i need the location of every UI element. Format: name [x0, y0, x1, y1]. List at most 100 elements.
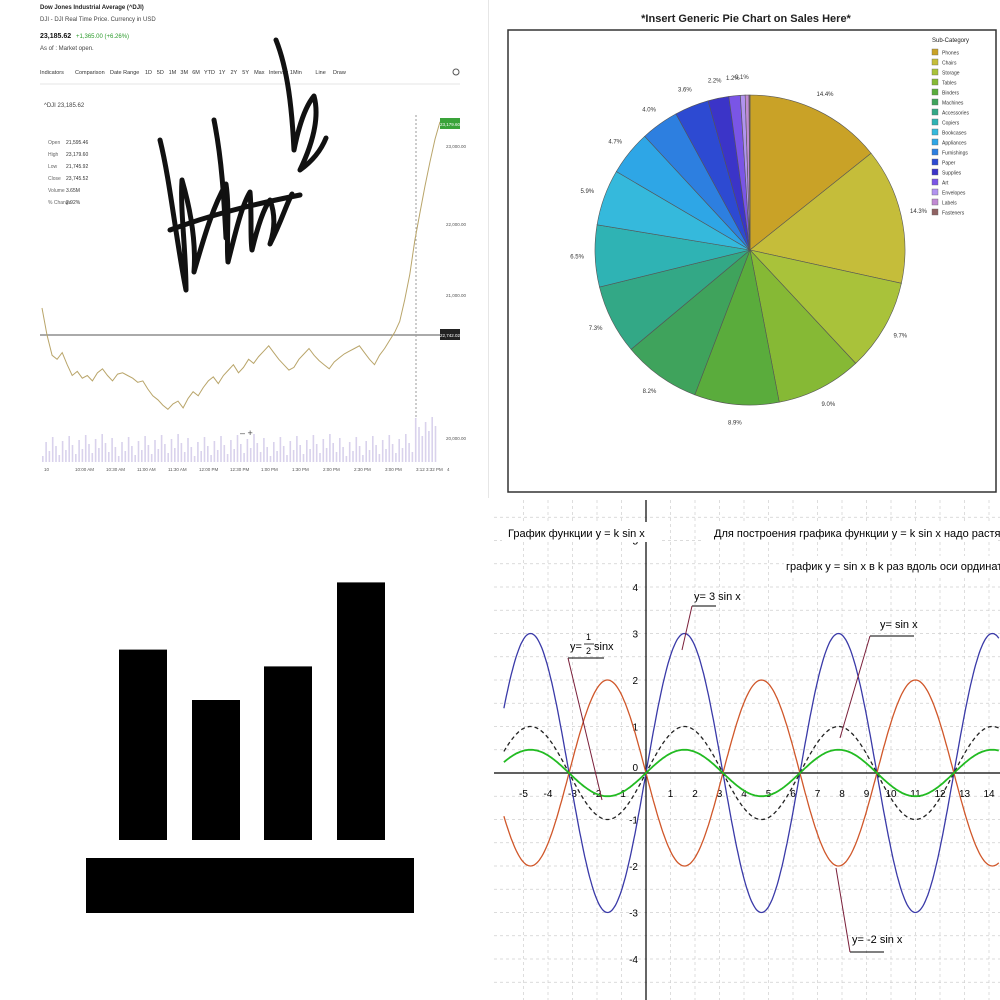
x-tick-label: -4: [544, 789, 553, 800]
volume-bar: [200, 451, 202, 462]
toolbar-item[interactable]: YTD: [204, 70, 215, 76]
x-tick-label: 10:00 AM: [75, 467, 94, 472]
toolbar-item[interactable]: Draw: [333, 70, 346, 76]
x-tick-label: 8: [839, 789, 845, 800]
volume-bar: [276, 451, 278, 462]
toolbar-item[interactable]: Comparison: [75, 70, 105, 76]
settings-icon[interactable]: [452, 68, 460, 76]
note-line-2: график y = sin x в k раз вдоль оси ордин…: [786, 561, 1000, 573]
volume-bar: [157, 449, 160, 462]
stat-label: High: [48, 152, 59, 158]
graph-title: График функции y = k sin x: [508, 528, 645, 540]
x-tick-label: -1: [617, 789, 626, 800]
toolbar-item[interactable]: 5Y: [242, 70, 249, 76]
volume-bar: [299, 445, 301, 462]
volume-bar: [101, 434, 103, 462]
current-price-tag: 23,179.60: [440, 118, 461, 129]
volume-bar: [65, 450, 67, 462]
percent-label: 0.1%: [735, 75, 749, 81]
toolbar-item[interactable]: 1Y: [219, 70, 226, 76]
volume-bar: [223, 445, 226, 462]
toolbar-item[interactable]: Date Range: [110, 70, 139, 76]
y-tick-label: -3: [629, 909, 638, 920]
volume-bar: [42, 456, 44, 462]
percent-label: 14.3%: [910, 209, 928, 215]
label-sinx: y= sin x: [839, 619, 918, 739]
volume-bar: [414, 418, 417, 462]
legend-label: Binders: [942, 91, 959, 97]
stat-value: 2.92%: [66, 200, 81, 206]
volume-bar: [372, 436, 374, 462]
percent-label: 8.2%: [643, 389, 657, 395]
x-tick-label: 2:00 PM: [323, 467, 340, 472]
toolbar-item[interactable]: 2Y: [231, 70, 238, 76]
toolbar-item[interactable]: 6M: [192, 70, 200, 76]
legend-swatch: [931, 158, 939, 166]
volume-bar: [121, 442, 123, 462]
volume-bar: [355, 437, 358, 462]
legend-swatch: [931, 128, 939, 136]
pie-slice: [749, 94, 872, 251]
volume-bar: [243, 453, 245, 462]
toolbar-item[interactable]: Max: [254, 70, 265, 76]
volume-bar: [249, 448, 252, 462]
volume-bar: [170, 439, 173, 462]
stock-chart-panel: Dow Jones Industrial Average (^DJI) DJI …: [0, 0, 489, 498]
x-axis-ticks: 10 10:00 AM 10:30 AM 11:00 AM 11:30 AM 12:00 …: [44, 467, 450, 472]
icon-bar: [119, 649, 167, 840]
stock-title: Dow Jones Industrial Average (^DJI): [40, 5, 144, 11]
svg-text:y= sin x: y= sin x: [880, 619, 918, 631]
stock-chart: Dow Jones Industrial Average (^DJI) DJI …: [40, 5, 467, 472]
series-label: ^DJI 23,185.62: [44, 103, 85, 109]
percent-label: 1.2%: [726, 76, 740, 82]
toolbar-item[interactable]: 5D: [157, 70, 164, 76]
legend-label: Bookcases: [942, 131, 967, 137]
volume-bar: [381, 440, 384, 462]
signature: [157, 37, 329, 293]
volume-bar: [180, 443, 183, 462]
sine-curve: [503, 725, 1000, 821]
volume-bar: [292, 450, 295, 462]
legend-label: Appliances: [942, 141, 967, 147]
svg-text:y= 3 sin x: y= 3 sin x: [694, 591, 741, 603]
volume-bar: [395, 453, 397, 462]
volume-bar: [147, 445, 150, 462]
x-tick-label: 4: [447, 467, 450, 472]
percent-label: 3.6%: [678, 88, 692, 94]
volume-bar: [319, 453, 321, 462]
svg-text:– +: – +: [240, 428, 253, 438]
stat-label: Low: [48, 164, 58, 170]
volume-bar: [273, 442, 275, 462]
y-tick-label: 22,000.00: [446, 222, 467, 227]
volume-bar: [302, 454, 305, 462]
sine-curve: [503, 748, 999, 798]
volume-bar: [375, 445, 377, 462]
volume-bar: [216, 450, 219, 462]
label-minus2sinx: y= -2 sin x: [835, 867, 903, 953]
volume-bar: [269, 456, 272, 462]
volume-bar: [45, 442, 47, 462]
bar-base: [86, 858, 414, 913]
toolbar-item[interactable]: 3M: [180, 70, 188, 76]
pie-title: *Insert Generic Pie Chart on Sales Here*: [641, 13, 851, 25]
x-tick-label: 1:00 PM: [261, 467, 278, 472]
volume-bar: [230, 440, 232, 462]
legend-swatch: [931, 138, 939, 146]
toolbar-item[interactable]: 1M: [169, 70, 177, 76]
volume-bar: [289, 441, 292, 462]
volume-bar: [434, 426, 437, 462]
pie-slice: [748, 94, 751, 251]
toolbar-item[interactable]: Line: [315, 70, 325, 76]
zoom-control[interactable]: – +: [240, 428, 253, 438]
pie-slice: [694, 248, 780, 406]
volume-bar: [236, 435, 239, 462]
volume-bar: [325, 448, 328, 462]
toolbar-item[interactable]: 1D: [145, 70, 152, 76]
volume-bar: [98, 448, 100, 462]
stat-value: 21,745.92: [66, 164, 88, 170]
x-tick-label: 7: [815, 789, 821, 800]
svg-text:2: 2: [586, 646, 591, 656]
volume-bar: [68, 436, 70, 462]
volume-bar: [424, 422, 427, 462]
toolbar-item[interactable]: Indicators: [40, 70, 64, 76]
